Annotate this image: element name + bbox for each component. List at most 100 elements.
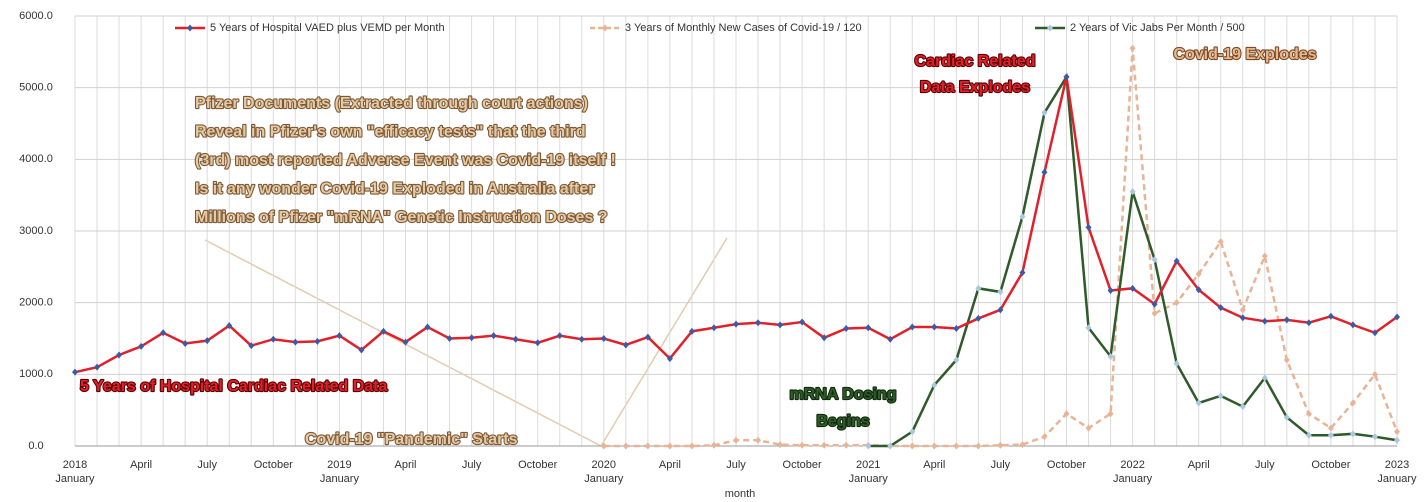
- data-point: [556, 332, 563, 340]
- legend-marker: [187, 24, 193, 32]
- annotation: Covid-19 "Pandemic" Starts: [305, 431, 518, 448]
- data-point: [512, 335, 519, 343]
- annotation: Cardiac Related: [915, 53, 1036, 70]
- data-point: [490, 332, 497, 340]
- data-point: [1327, 312, 1334, 320]
- data-point: [226, 322, 233, 330]
- data-point: [710, 324, 717, 332]
- annotation: (3rd) most reported Adverse Event was Co…: [195, 152, 616, 169]
- legend-label: 5 Years of Hospital VAED plus VEMD per M…: [210, 22, 445, 34]
- y-tick-label: 0.0: [28, 440, 43, 452]
- data-point: [975, 314, 982, 322]
- annotation: Millions of Pfizer "mRNA" Genetic Instru…: [195, 209, 608, 226]
- data-point: [1327, 424, 1334, 432]
- data-point: [1019, 213, 1026, 221]
- data-point: [821, 441, 828, 449]
- data-point: [1019, 441, 1026, 449]
- data-point: [1217, 392, 1224, 400]
- data-point: [799, 318, 806, 326]
- data-point: [666, 442, 673, 450]
- x-tick-label: October: [1311, 459, 1350, 471]
- data-point: [975, 442, 982, 450]
- y-tick-label: 6000.0: [19, 10, 53, 22]
- x-tick-label: October: [518, 459, 557, 471]
- data-point: [755, 436, 762, 444]
- data-point: [578, 335, 585, 343]
- data-point: [424, 323, 431, 331]
- data-point: [204, 337, 211, 345]
- data-point: [644, 333, 651, 341]
- data-point: [1394, 436, 1400, 444]
- data-point: [975, 284, 982, 292]
- data-point: [755, 319, 762, 327]
- legend-marker: [602, 24, 608, 32]
- x-tick-label: January: [584, 473, 624, 485]
- x-tick-label: April: [923, 459, 945, 471]
- data-point: [1283, 413, 1290, 421]
- data-point: [1349, 321, 1356, 329]
- legend-label: 3 Years of Monthly New Cases of Covid-19…: [625, 22, 862, 34]
- data-point: [887, 442, 894, 450]
- data-point: [1305, 319, 1312, 327]
- x-tick-label: July: [462, 459, 482, 471]
- data-point: [1217, 238, 1224, 246]
- data-point: [953, 442, 960, 450]
- data-point: [1305, 410, 1312, 418]
- data-point: [72, 368, 78, 376]
- data-point: [688, 327, 695, 335]
- y-tick-label: 1000.0: [19, 368, 53, 380]
- x-year-label: 2020: [592, 459, 616, 471]
- data-point: [1129, 284, 1136, 292]
- data-point: [1239, 314, 1246, 322]
- data-point: [865, 442, 872, 450]
- x-tick-label: July: [726, 459, 746, 471]
- data-point: [1107, 286, 1114, 294]
- data-point: [1349, 399, 1356, 407]
- x-tick-label: July: [991, 459, 1011, 471]
- data-point: [909, 323, 916, 331]
- data-point: [1283, 356, 1290, 364]
- data-point: [887, 335, 894, 343]
- data-point: [909, 428, 916, 436]
- data-point: [138, 342, 145, 350]
- data-point: [1041, 168, 1048, 176]
- data-point: [1063, 73, 1070, 81]
- data-point: [1261, 252, 1268, 260]
- data-point: [1151, 300, 1158, 308]
- data-point: [1151, 309, 1158, 317]
- x-tick-label: July: [197, 459, 217, 471]
- data-point: [931, 381, 938, 389]
- data-point: [799, 441, 806, 449]
- data-point: [997, 441, 1004, 449]
- data-point: [1261, 317, 1268, 325]
- annotation: Covid-19 Explodes: [1173, 46, 1316, 63]
- data-point: [733, 436, 739, 444]
- annotation: Is it any wonder Covid-19 Exploded in Au…: [195, 181, 595, 198]
- x-tick-label: January: [320, 473, 360, 485]
- annotation: mRNA Dosing: [790, 386, 897, 403]
- data-point: [931, 323, 938, 331]
- data-point: [1041, 109, 1048, 117]
- data-point: [1371, 370, 1378, 378]
- annotation: Reveal in Pfizer's own "efficacy tests" …: [195, 124, 586, 141]
- data-point: [1173, 360, 1180, 368]
- data-point: [1349, 430, 1356, 438]
- data-point: [953, 324, 960, 332]
- y-tick-label: 3000.0: [19, 225, 53, 237]
- data-point: [1173, 299, 1180, 307]
- data-point: [1107, 410, 1114, 418]
- annotation: 5 Years of Hospital Cardiac Related Data: [80, 378, 387, 395]
- data-point: [777, 321, 784, 329]
- x-year-label: 2018: [63, 459, 87, 471]
- data-point: [600, 335, 607, 342]
- data-point: [1195, 286, 1202, 294]
- data-point: [1239, 306, 1246, 314]
- data-point: [160, 329, 167, 337]
- x-year-label: 2022: [1120, 459, 1144, 471]
- data-point: [688, 442, 695, 450]
- data-point: [1195, 270, 1202, 278]
- x-tick-label: January: [1377, 473, 1417, 485]
- x-tick-label: April: [394, 459, 416, 471]
- data-point: [270, 335, 277, 343]
